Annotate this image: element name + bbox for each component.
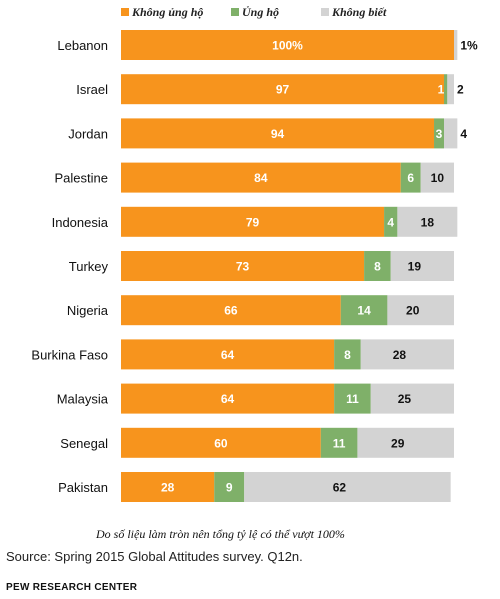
bar-dont-know-jordan	[444, 118, 458, 149]
bar-oppose-lebanon	[121, 30, 454, 60]
bar-oppose-israel	[121, 74, 445, 105]
value-label-dont-know-burkina-faso: 28	[393, 348, 407, 362]
category-label-senegal: Senegal	[60, 436, 108, 451]
bar-support-indonesia	[384, 206, 398, 237]
pew-research-center-credit: PEW RESEARCH CENTER	[6, 582, 138, 593]
value-label-oppose-lebanon: 100%	[272, 39, 303, 53]
bar-oppose-nigeria	[121, 295, 341, 326]
value-label-support-pakistan: 9	[226, 481, 233, 495]
value-label-support-jordan: 3	[436, 127, 443, 141]
value-label-oppose-pakistan: 28	[161, 481, 175, 495]
value-label-support-palestine: 6	[407, 171, 414, 185]
bar-support-palestine	[400, 162, 421, 193]
value-label-oppose-jordan: 94	[271, 127, 285, 141]
bar-dont-know-malaysia	[370, 383, 454, 414]
bar-support-israel	[444, 74, 448, 105]
value-label-oppose-nigeria: 66	[224, 304, 238, 318]
category-label-turkey: Turkey	[69, 259, 109, 274]
value-label-support-burkina-faso: 8	[344, 348, 351, 362]
bar-oppose-turkey	[121, 251, 365, 281]
value-label-dont-know-nigeria: 20	[406, 304, 420, 318]
bar-oppose-burkina-faso	[121, 339, 335, 370]
value-label-oppose-indonesia: 79	[246, 215, 260, 229]
value-label-dont-know-pakistan: 62	[333, 481, 347, 495]
legend-swatch-dont-know	[321, 8, 329, 16]
value-label-dont-know-israel: 2	[457, 83, 464, 97]
bar-support-senegal	[320, 427, 358, 458]
value-label-dont-know-indonesia: 18	[421, 215, 435, 229]
bar-dont-know-palestine	[420, 162, 454, 193]
bar-dont-know-pakistan	[244, 472, 451, 502]
value-label-support-nigeria: 14	[357, 304, 371, 318]
value-label-support-indonesia: 4	[387, 215, 394, 229]
value-label-oppose-palestine: 84	[254, 171, 268, 185]
category-label-lebanon: Lebanon	[57, 38, 108, 53]
source-text: Source: Spring 2015 Global Attitudes sur…	[6, 549, 303, 564]
value-label-oppose-israel: 97	[276, 83, 290, 97]
value-label-oppose-turkey: 73	[236, 260, 250, 274]
bar-support-turkey	[364, 251, 391, 281]
value-label-dont-know-turkey: 19	[408, 260, 422, 274]
value-label-dont-know-malaysia: 25	[398, 392, 412, 406]
legend-swatch-support	[231, 8, 239, 16]
value-label-dont-know-jordan: 4	[460, 127, 467, 141]
bar-oppose-jordan	[121, 118, 435, 149]
category-label-malaysia: Malaysia	[57, 392, 109, 407]
category-label-pakistan: Pakistan	[58, 480, 108, 495]
bar-support-malaysia	[334, 383, 371, 414]
value-label-support-turkey: 8	[374, 260, 381, 274]
value-label-oppose-malaysia: 64	[221, 392, 235, 406]
bar-oppose-indonesia	[121, 206, 385, 237]
value-label-dont-know-lebanon: 1%	[460, 39, 478, 53]
rounding-note: Do số liệu làm tròn nên tổng tỷ lệ có th…	[96, 527, 345, 541]
legend-label-oppose: Không ủng hộ	[131, 5, 203, 19]
category-label-jordan: Jordan	[68, 126, 108, 141]
bar-dont-know-indonesia	[397, 206, 458, 237]
bar-dont-know-senegal	[357, 427, 454, 458]
value-label-oppose-burkina-faso: 64	[221, 348, 235, 362]
category-label-indonesia: Indonesia	[52, 215, 109, 230]
bar-oppose-malaysia	[121, 383, 335, 414]
value-label-dont-know-senegal: 29	[391, 436, 405, 450]
bar-support-jordan	[434, 118, 445, 149]
value-label-oppose-senegal: 60	[214, 436, 228, 450]
bar-oppose-pakistan	[121, 472, 215, 502]
category-label-palestine: Palestine	[55, 171, 108, 186]
bar-oppose-palestine	[121, 162, 401, 193]
bar-dont-know-nigeria	[387, 295, 454, 326]
bar-support-pakistan	[214, 472, 245, 502]
value-label-support-senegal: 11	[333, 436, 346, 450]
category-label-burkina-faso: Burkina Faso	[31, 347, 108, 362]
bar-dont-know-burkina-faso	[360, 339, 454, 370]
bar-support-burkina-faso	[334, 339, 361, 370]
category-label-israel: Israel	[76, 82, 108, 97]
legend-label-support: Ủng hộ	[242, 5, 279, 19]
legend-label-dont-know: Không biết	[331, 5, 387, 19]
bar-support-nigeria	[340, 295, 388, 326]
bar-dont-know-israel	[447, 74, 454, 105]
value-label-support-israel: 1	[438, 83, 445, 97]
bar-dont-know-lebanon	[454, 30, 458, 60]
bar-dont-know-turkey	[390, 251, 454, 281]
value-label-dont-know-palestine: 10	[431, 171, 445, 185]
bar-oppose-senegal	[121, 427, 321, 458]
legend-swatch-oppose	[121, 8, 129, 16]
category-label-nigeria: Nigeria	[67, 303, 109, 318]
value-label-support-malaysia: 11	[346, 392, 359, 406]
